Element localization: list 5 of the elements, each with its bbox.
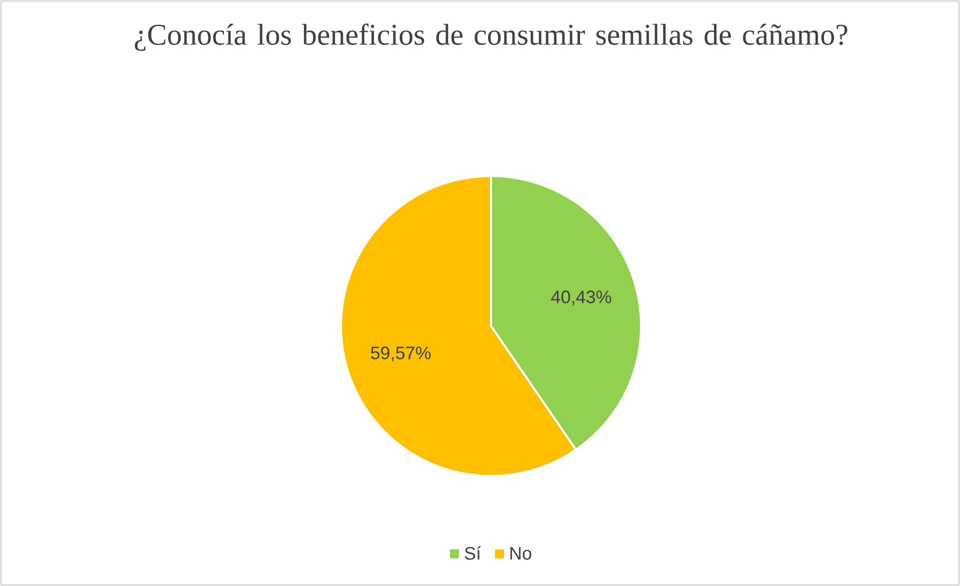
legend-label: Sí	[464, 546, 481, 560]
legend-label: No	[510, 547, 532, 560]
chart-title: ¿Conocía los beneficios de consumir semillas de cáñamo?	[134, 24, 848, 51]
data-label: 40,43%	[551, 290, 612, 306]
data-label: 59,57%	[370, 346, 431, 362]
